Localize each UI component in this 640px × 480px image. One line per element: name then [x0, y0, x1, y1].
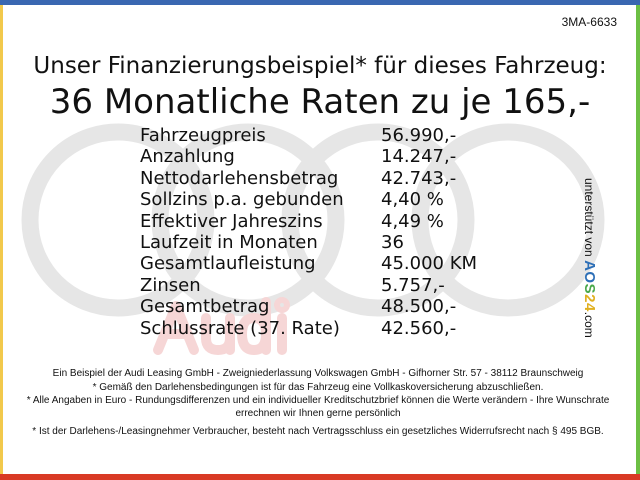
table-row: Zinsen 5.757,- [140, 275, 500, 296]
supported-by-label: unterstützt von AOS24.com [581, 178, 598, 338]
title-line-1: Unser Finanzierungsbeispiel* für dieses … [33, 53, 607, 79]
row-label: Zinsen [140, 274, 201, 296]
row-value: 42.743,- [381, 167, 457, 189]
row-label: Fahrzeugpreis [140, 125, 266, 146]
row-value: 42.560,- [381, 317, 457, 339]
row-label: Nettodarlehensbetrag [140, 167, 339, 189]
row-value: 4,49 % [381, 210, 444, 232]
footer-company: Ein Beispiel der Audi Leasing GmbH - Zwe… [52, 368, 584, 379]
aos24-logo: AOS24 [581, 260, 598, 312]
row-value: 45.000 KM [381, 253, 478, 275]
footer-note-insurance: * Gemäß den Darlehensbedingungen ist für… [92, 381, 544, 393]
row-value: 5.757,- [381, 274, 445, 296]
row-label: Laufzeit in Monaten [140, 231, 318, 253]
table-row: Fahrzeugpreis 56.990,- [140, 125, 500, 146]
vehicle-code: 3MA-6633 [561, 15, 617, 29]
border-bottom [0, 474, 640, 480]
row-label: Gesamtlaufleistung [140, 253, 316, 275]
border-right [636, 5, 640, 475]
row-value: 14.247,- [381, 146, 457, 168]
audi-wordmark-logo [153, 297, 290, 355]
table-row: Anzahlung 14.247,- [140, 146, 500, 167]
table-row: Nettodarlehensbetrag 42.743,- [140, 168, 500, 189]
table-row: Effektiver Jahreszins 4,49 % [140, 211, 500, 232]
row-label: Effektiver Jahreszins [140, 210, 323, 232]
financing-table: Fahrzeugpreis 56.990,- Anzahlung 14.247,- … [140, 125, 500, 339]
row-label: Anzahlung [140, 146, 235, 168]
aos24-domain: .com [582, 311, 596, 338]
row-value: 56.990,- [381, 125, 457, 146]
table-row: Gesamtlaufleistung 45.000 KM [140, 253, 500, 274]
footer-note-euro: * Alle Angaben in Euro - Rundungsdiffere… [26, 395, 610, 419]
table-row: Schlussrate (37. Rate) 42.560,- [140, 318, 500, 339]
row-label: Gesamtbetrag [140, 296, 270, 318]
table-row: Sollzins p.a. gebunden 4,40 % [140, 189, 500, 210]
title-line-2: 36 Monatliche Raten zu je 165,- [49, 82, 591, 122]
row-label: Sollzins p.a. gebunden [140, 189, 344, 211]
row-label: Schlussrate (37. Rate) [140, 317, 340, 339]
row-value: 48.500,- [381, 296, 457, 318]
row-value: 4,40 % [381, 189, 444, 211]
row-value: 36 [381, 231, 404, 253]
border-top [0, 0, 640, 5]
supported-by-text: unterstützt von [582, 178, 596, 257]
border-left [0, 5, 3, 475]
table-row: Gesamtbetrag 48.500,- [140, 296, 500, 317]
table-row: Laufzeit in Monaten 36 [140, 232, 500, 253]
footer-note-withdrawal: * Ist der Darlehens-/Leasingnehmer Verbr… [32, 426, 604, 438]
footer: Ein Beispiel der Audi Leasing GmbH - Zwe… [20, 368, 616, 439]
